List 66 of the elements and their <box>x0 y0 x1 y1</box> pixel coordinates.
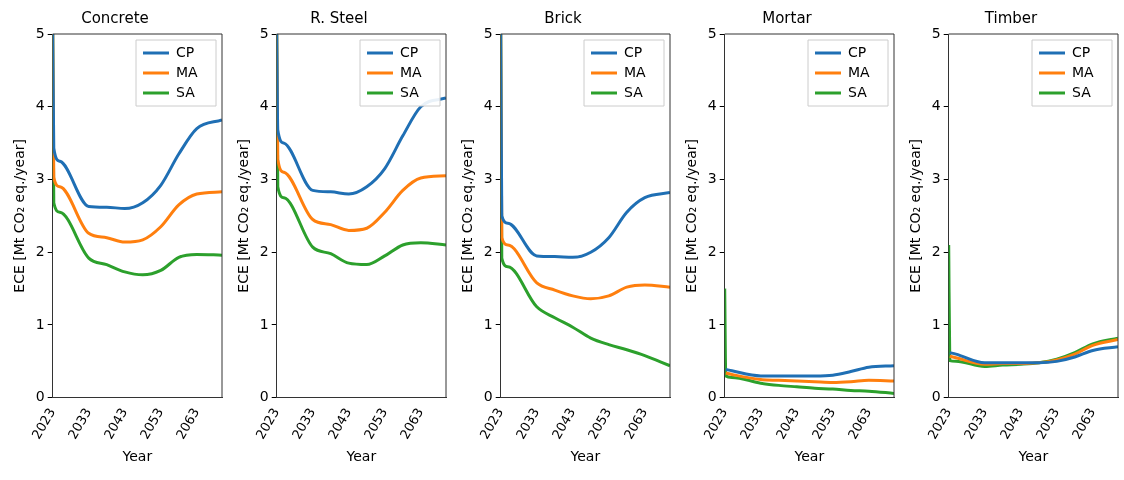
legend-label: SA <box>176 83 196 100</box>
x-axis-title: Year <box>569 448 601 465</box>
y-tick-label: 0 <box>259 388 269 405</box>
y-tick-label: 2 <box>931 242 941 259</box>
y-tick-label: 5 <box>483 24 493 41</box>
y-tick-label: 3 <box>35 170 45 187</box>
y-axis-title: ECE [Mt CO₂ eq./year] <box>235 139 252 293</box>
y-tick-label: 0 <box>35 388 45 405</box>
y-tick-label: 5 <box>931 24 941 41</box>
chart-title: Brick <box>544 8 583 27</box>
legend-label: CP <box>1072 43 1091 60</box>
y-tick-label: 1 <box>259 315 269 332</box>
y-axis-title: ECE [Mt CO₂ eq./year] <box>907 139 924 293</box>
y-tick-label: 4 <box>707 97 717 114</box>
y-tick-label: 4 <box>931 97 941 114</box>
legend-label: MA <box>176 63 199 80</box>
chart-title: Timber <box>983 8 1039 27</box>
y-tick-label: 1 <box>931 315 941 332</box>
legend-label: SA <box>400 83 420 100</box>
y-tick-label: 3 <box>483 170 493 187</box>
y-tick-label: 2 <box>35 242 45 259</box>
chart-title: R. Steel <box>310 8 368 27</box>
y-tick-label: 4 <box>35 97 45 114</box>
y-tick-label: 5 <box>707 24 717 41</box>
y-tick-label: 2 <box>259 242 269 259</box>
y-tick-label: 5 <box>35 24 45 41</box>
legend-label: MA <box>624 63 647 80</box>
y-tick-label: 0 <box>931 388 941 405</box>
y-tick-label: 2 <box>707 242 717 259</box>
y-tick-label: 1 <box>707 315 717 332</box>
y-axis-title: ECE [Mt CO₂ eq./year] <box>459 139 476 293</box>
legend-label: CP <box>624 43 643 60</box>
line-series <box>52 34 222 211</box>
legend-label: SA <box>624 83 644 100</box>
legend-label: MA <box>1072 63 1095 80</box>
line-series <box>500 34 670 259</box>
line-series <box>948 345 1118 365</box>
y-tick-label: 0 <box>483 388 493 405</box>
legend-label: SA <box>1072 83 1092 100</box>
legend-label: CP <box>400 43 419 60</box>
x-axis-title: Year <box>793 448 825 465</box>
y-axis-title: ECE [Mt CO₂ eq./year] <box>683 139 700 293</box>
legend-label: SA <box>848 83 868 100</box>
y-tick-label: 1 <box>483 315 493 332</box>
y-tick-label: 2 <box>483 242 493 259</box>
line-series <box>724 364 894 378</box>
legend-label: MA <box>848 63 871 80</box>
y-axis-title: ECE [Mt CO₂ eq./year] <box>11 139 28 293</box>
y-tick-label: 1 <box>35 315 45 332</box>
y-tick-label: 3 <box>931 170 941 187</box>
x-axis-title: Year <box>1017 448 1049 465</box>
x-axis-title: Year <box>345 448 377 465</box>
y-tick-label: 3 <box>707 170 717 187</box>
legend-label: CP <box>848 43 867 60</box>
y-tick-label: 4 <box>483 97 493 114</box>
legend-label: MA <box>400 63 423 80</box>
chart-title: Concrete <box>81 8 149 27</box>
legend-label: CP <box>176 43 195 60</box>
y-tick-label: 4 <box>259 97 269 114</box>
y-tick-label: 5 <box>259 24 269 41</box>
x-axis-title: Year <box>121 448 153 465</box>
y-tick-label: 3 <box>259 170 269 187</box>
y-tick-label: 0 <box>707 388 717 405</box>
line-series <box>724 371 894 384</box>
chart-title: Mortar <box>762 8 813 27</box>
line-series <box>276 34 446 196</box>
